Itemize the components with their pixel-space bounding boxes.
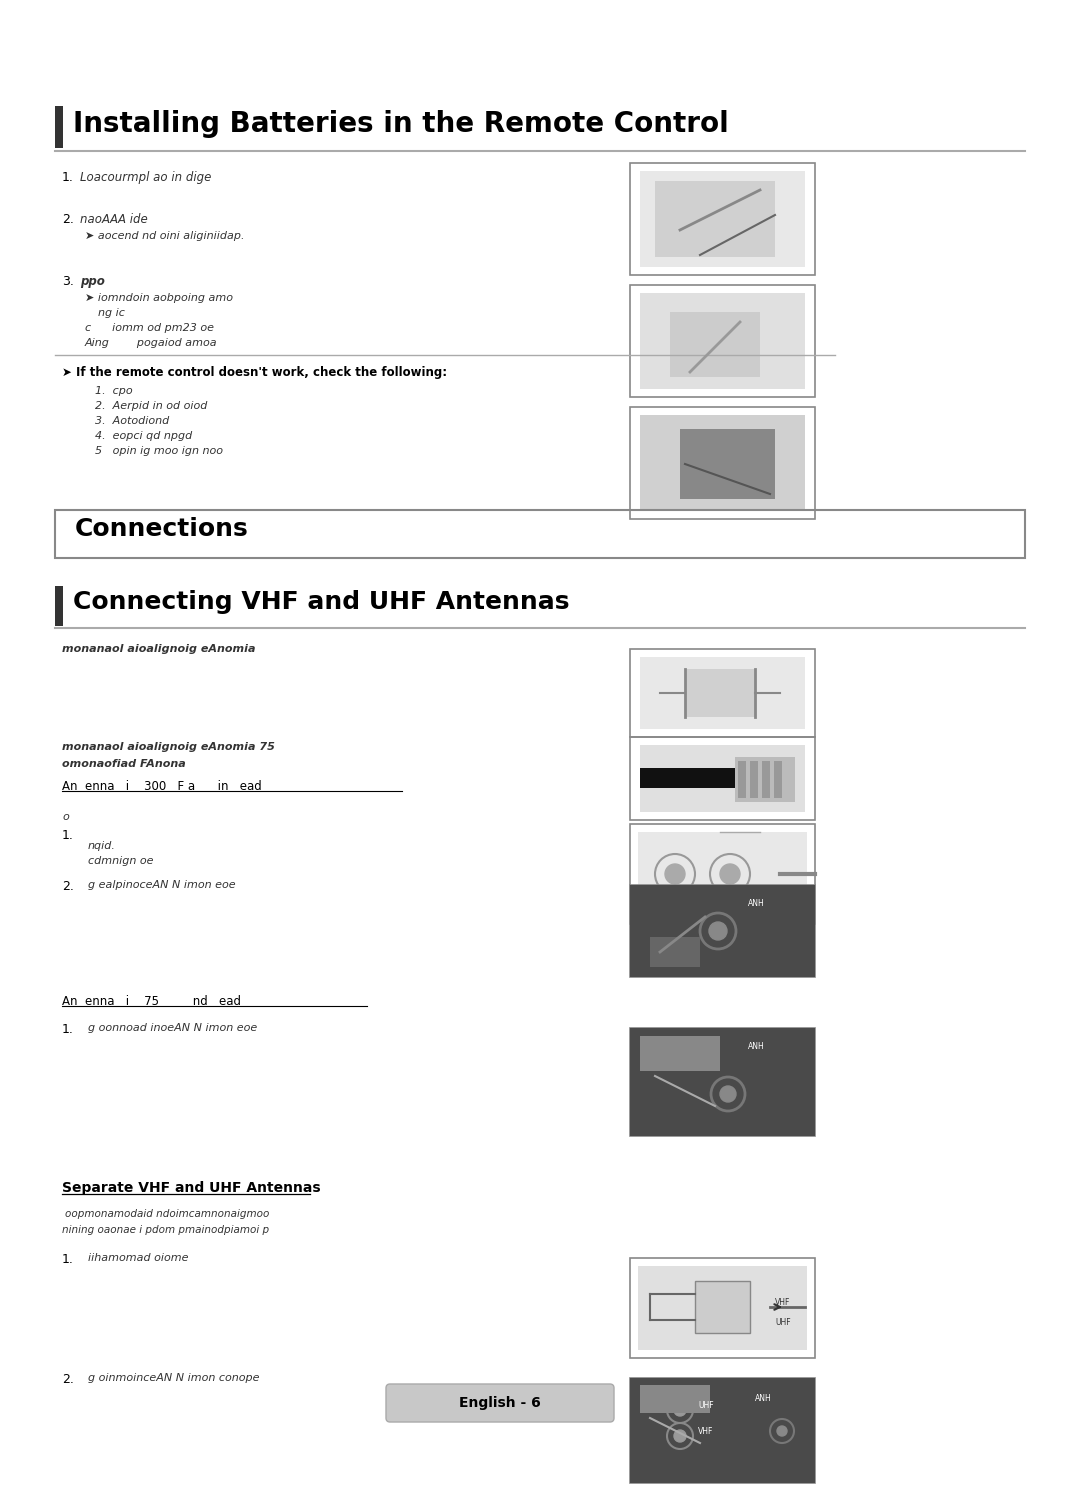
Text: UHF: UHF xyxy=(698,1402,714,1411)
Text: English - 6: English - 6 xyxy=(459,1396,541,1411)
Text: Aing        pogaiod amoa: Aing pogaiod amoa xyxy=(85,338,218,348)
Text: 1.: 1. xyxy=(62,829,73,842)
Text: omonaofiad FAnona: omonaofiad FAnona xyxy=(62,759,186,769)
Text: 1.: 1. xyxy=(62,171,73,185)
Text: g ealpinoceAN N imon eoe: g ealpinoceAN N imon eoe xyxy=(87,879,235,890)
Bar xyxy=(774,760,782,798)
Text: c      iomm od pm23 oe: c iomm od pm23 oe xyxy=(85,323,214,333)
Bar xyxy=(55,586,63,626)
Bar xyxy=(630,649,815,737)
Text: 2.  Aerpid in od oiod: 2. Aerpid in od oiod xyxy=(95,400,207,411)
Bar xyxy=(735,757,795,802)
Bar xyxy=(630,408,815,519)
Text: monanaol aioalignoig eAnomia 75: monanaol aioalignoig eAnomia 75 xyxy=(62,743,275,751)
Bar xyxy=(640,745,805,812)
Circle shape xyxy=(665,865,685,884)
Bar xyxy=(750,760,758,798)
Bar xyxy=(696,1281,750,1333)
Bar xyxy=(696,1281,750,1333)
Bar xyxy=(630,286,815,397)
Bar xyxy=(638,832,807,917)
Bar xyxy=(630,1378,815,1484)
Bar xyxy=(738,760,746,798)
Text: naoAAA ide: naoAAA ide xyxy=(80,213,148,226)
Circle shape xyxy=(720,1086,735,1103)
Text: An  enna   i    75         nd   ead: An enna i 75 nd ead xyxy=(62,995,241,1007)
Text: ANH: ANH xyxy=(748,899,765,908)
Text: An  enna   i    300   F a      in   ead: An enna i 300 F a in ead xyxy=(62,780,261,793)
Circle shape xyxy=(720,865,740,884)
Bar xyxy=(654,182,775,257)
Text: 4.  eopci qd npgd: 4. eopci qd npgd xyxy=(95,432,192,440)
Bar xyxy=(630,885,815,978)
Bar xyxy=(55,106,63,147)
Text: 1.: 1. xyxy=(62,1253,73,1266)
FancyBboxPatch shape xyxy=(386,1384,615,1423)
Bar xyxy=(638,1266,807,1350)
Text: oopmonamodaid ndoimcamnonaigmoo: oopmonamodaid ndoimcamnonaigmoo xyxy=(65,1208,269,1219)
Text: g oonnoad inoeAN N imon eoe: g oonnoad inoeAN N imon eoe xyxy=(87,1024,257,1033)
Bar xyxy=(630,164,815,275)
Bar xyxy=(640,768,735,789)
Text: 3.  Aotodiond: 3. Aotodiond xyxy=(95,417,170,426)
Circle shape xyxy=(777,1426,787,1436)
Bar xyxy=(630,1028,815,1135)
Bar xyxy=(670,312,760,376)
Text: o: o xyxy=(62,812,69,821)
Circle shape xyxy=(674,1405,686,1417)
Circle shape xyxy=(708,923,727,940)
Bar xyxy=(630,885,815,978)
Text: Loacourmpl ao in dige: Loacourmpl ao in dige xyxy=(80,171,212,185)
Text: monanaol aioalignoig eAnomia: monanaol aioalignoig eAnomia xyxy=(62,644,256,655)
Text: ➤ If the remote control doesn't work, check the following:: ➤ If the remote control doesn't work, ch… xyxy=(62,366,447,379)
Text: 1.: 1. xyxy=(62,1024,73,1036)
Text: nqid.: nqid. xyxy=(87,841,116,851)
Text: iihamomad oiome: iihamomad oiome xyxy=(87,1253,189,1263)
Text: 1.  cpo: 1. cpo xyxy=(95,385,133,396)
Bar xyxy=(630,824,815,924)
Bar xyxy=(640,658,805,729)
Text: UHF: UHF xyxy=(775,1318,791,1327)
Text: ➤ iomndoin aobpoing amo: ➤ iomndoin aobpoing amo xyxy=(85,293,233,304)
Text: Installing Batteries in the Remote Control: Installing Batteries in the Remote Contr… xyxy=(73,110,729,138)
Bar xyxy=(630,1257,815,1359)
Bar xyxy=(640,1385,710,1414)
Text: g oinmoinceAN N imon conope: g oinmoinceAN N imon conope xyxy=(87,1373,259,1382)
Bar xyxy=(630,1028,815,1135)
Bar xyxy=(640,415,805,510)
Bar xyxy=(630,737,815,820)
Bar xyxy=(680,429,775,498)
Bar xyxy=(650,937,700,967)
Text: 2.: 2. xyxy=(62,213,73,226)
Text: nining oaonae i pdom pmainodpiamoi p: nining oaonae i pdom pmainodpiamoi p xyxy=(62,1225,269,1235)
Text: VHF: VHF xyxy=(775,1298,791,1306)
Text: Separate VHF and UHF Antennas: Separate VHF and UHF Antennas xyxy=(62,1181,321,1195)
Bar xyxy=(762,760,770,798)
Text: ppo: ppo xyxy=(80,275,105,289)
Bar xyxy=(685,670,755,717)
Circle shape xyxy=(674,1430,686,1442)
Bar xyxy=(55,510,1025,558)
Text: Connections: Connections xyxy=(75,516,248,542)
Text: 2.: 2. xyxy=(62,879,73,893)
Text: Connecting VHF and UHF Antennas: Connecting VHF and UHF Antennas xyxy=(73,591,569,615)
Bar xyxy=(640,293,805,388)
Text: ANH: ANH xyxy=(748,1042,765,1051)
Text: cdmnign oe: cdmnign oe xyxy=(87,856,153,866)
Text: VHF: VHF xyxy=(698,1427,714,1436)
Text: ➤ aocend nd oini aliginiidap.: ➤ aocend nd oini aliginiidap. xyxy=(85,231,244,241)
Bar xyxy=(640,1036,720,1071)
Text: 2.: 2. xyxy=(62,1373,73,1385)
Text: ng ic: ng ic xyxy=(98,308,125,318)
Text: ANH: ANH xyxy=(755,1394,772,1403)
Bar xyxy=(640,171,805,266)
Text: 3.: 3. xyxy=(62,275,73,289)
Bar xyxy=(630,1378,815,1484)
Text: 5   opin ig moo ign noo: 5 opin ig moo ign noo xyxy=(95,446,222,455)
